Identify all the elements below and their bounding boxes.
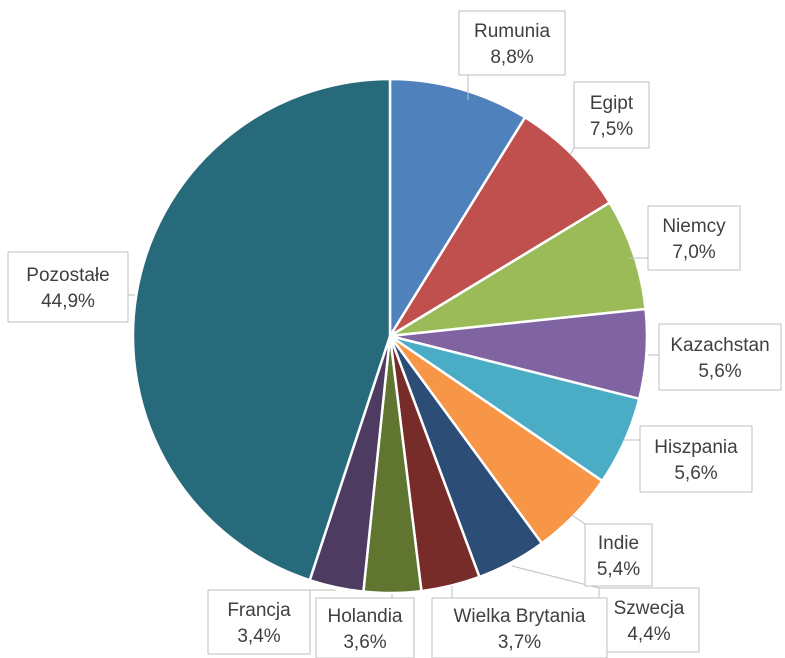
data-label-category: Pozostałe (26, 265, 109, 286)
pie-slices (131, 77, 649, 595)
data-label-box (584, 523, 653, 587)
data-label-box (658, 323, 782, 391)
data-labels: Rumunia 8,8% Egipt 7,5% Niemcy 7,0% Kazachstan… (7, 10, 782, 658)
pie-slice-niemcy (389, 200, 647, 338)
data-label-value: 44,9% (41, 291, 95, 312)
leader-line (571, 514, 586, 525)
data-label-category: Kazachstan (670, 335, 769, 356)
data-label-value: 3,4% (237, 626, 280, 647)
data-label-category: Rumunia (474, 21, 550, 42)
data-label-value: 8,8% (490, 47, 533, 68)
data-label-value: 3,7% (498, 632, 541, 653)
data-label-category: Egipt (590, 93, 634, 114)
data-label-category: Wielka Brytania (454, 606, 586, 627)
data-label-value: 7,0% (672, 242, 715, 263)
data-label-box (431, 597, 608, 658)
data-label-box (7, 251, 129, 323)
data-label-value: 4,4% (627, 624, 670, 645)
leader-line (569, 147, 575, 156)
pie-slice-pozostałe (131, 77, 392, 582)
data-label-value: 7,5% (590, 119, 633, 140)
data-label-value: 5,6% (698, 361, 741, 382)
data-label-category: Indie (598, 533, 639, 554)
pie-slice-rumunia (388, 77, 527, 341)
pie-slice-egipt (388, 115, 612, 338)
data-label-category: Francja (227, 600, 291, 621)
data-label-box (458, 10, 566, 76)
data-label-category: Holandia (328, 606, 403, 627)
data-label-box (573, 81, 650, 149)
data-label-value: 5,4% (597, 559, 640, 580)
data-label-category: Niemcy (662, 216, 726, 237)
data-label-value: 5,6% (674, 463, 717, 484)
data-label-value: 3,6% (343, 632, 386, 653)
data-label-category: Szwecja (614, 598, 685, 619)
data-label-box (207, 589, 311, 655)
data-label-box (639, 425, 753, 493)
data-label-box (647, 205, 741, 271)
data-label-box (315, 597, 415, 658)
data-label-category: Hiszpania (654, 437, 738, 458)
